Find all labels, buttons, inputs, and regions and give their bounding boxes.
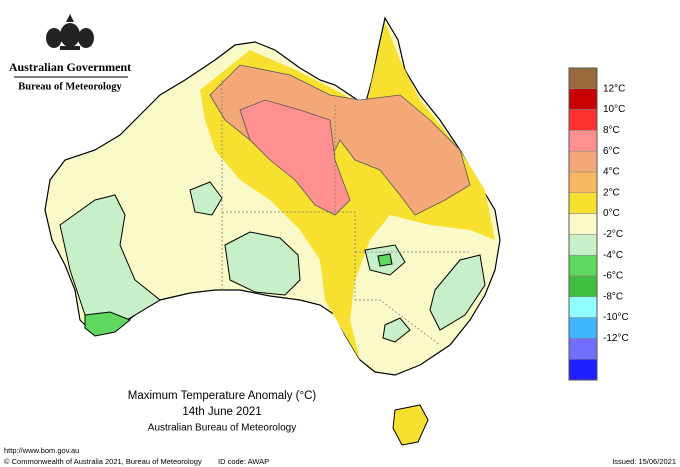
legend-label: 2°C <box>603 187 620 198</box>
legend-swatch <box>568 150 598 173</box>
footer-url: http://www.bom.gov.au <box>4 446 79 455</box>
caption-date: 14th June 2021 <box>182 406 261 418</box>
legend-swatch <box>568 213 598 235</box>
legend-label: 10°C <box>603 104 625 115</box>
legend: 12°C 10°C 8°C 6°C 4°C 2°C 0°C -2°C -4°C -6°C -8°C -… <box>568 67 629 381</box>
footer-id: ID code: AWAP <box>218 457 269 466</box>
footer-issued: Issued: 15/06/2021 <box>612 457 676 466</box>
legend-swatch <box>568 67 598 90</box>
legend-label: 12°C <box>603 83 625 94</box>
footer-copyright: © Commonwealth of Australia 2021, Bureau… <box>4 457 202 466</box>
legend-swatch <box>568 130 598 152</box>
legend-label: -10°C <box>603 312 629 323</box>
legend-label: 4°C <box>603 167 620 178</box>
legend-label: -4°C <box>603 250 623 261</box>
australia <box>44 16 501 376</box>
gov-name: Australian Government <box>9 60 131 74</box>
caption-source: Australian Bureau of Meteorology <box>148 423 296 434</box>
legend-label: -2°C <box>603 229 623 240</box>
legend-swatch <box>568 254 598 277</box>
legend-swatch <box>568 338 598 360</box>
caption-title: Maximum Temperature Anomaly (°C) <box>128 390 317 402</box>
legend-swatch <box>568 296 598 318</box>
legend-label: 6°C <box>603 146 620 157</box>
legend-swatch <box>568 109 598 131</box>
legend-swatch <box>568 171 598 194</box>
agency-name: Bureau of Meteorology <box>18 81 122 92</box>
crest <box>46 14 94 50</box>
legend-frame <box>568 67 598 381</box>
legend-label: 8°C <box>603 125 620 136</box>
legend-swatch <box>568 358 598 381</box>
tasmania <box>392 404 429 446</box>
legend-swatch <box>568 88 598 110</box>
legend-swatch <box>568 317 598 339</box>
legend-label: 0°C <box>603 208 620 219</box>
legend-label: -8°C <box>603 291 623 302</box>
legend-swatch <box>568 192 598 214</box>
legend-label: -6°C <box>603 271 623 282</box>
legend-label: -12°C <box>603 333 629 344</box>
legend-swatch <box>568 234 598 256</box>
legend-swatch <box>568 275 598 298</box>
